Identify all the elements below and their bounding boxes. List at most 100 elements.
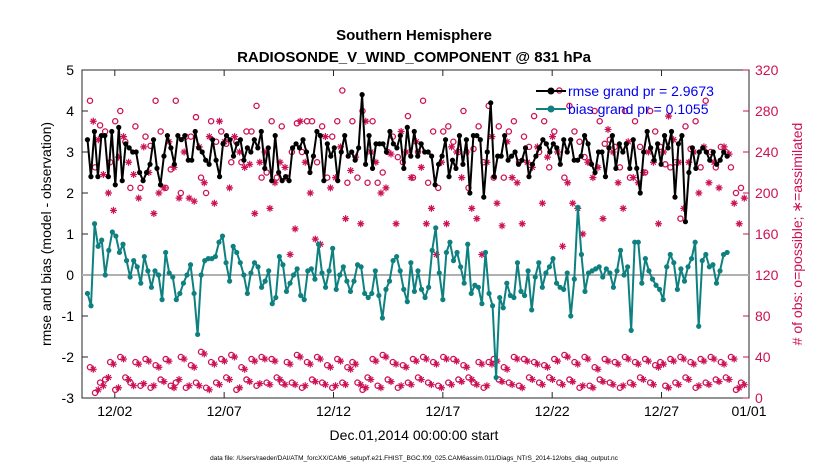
rmse-point [303, 149, 310, 155]
bias-point [237, 260, 243, 266]
bias-point [596, 264, 602, 270]
rmse-point [710, 149, 716, 155]
obs-assimilated-marker [226, 184, 234, 192]
obs-possible-marker [328, 133, 336, 140]
obs-assimilated-low-marker [210, 360, 218, 368]
rmse-point [460, 161, 466, 167]
rmse-point [554, 145, 560, 151]
rmse-point [588, 161, 595, 167]
x-tick-label: 01/01 [731, 403, 766, 419]
bias-point [539, 284, 545, 290]
rmse-point [237, 137, 244, 143]
obs-possible-marker [127, 184, 134, 192]
obs-assimilated-low-marker [488, 360, 496, 368]
bias-point [518, 288, 524, 294]
bias-point [216, 239, 222, 245]
obs-assimilated-low-marker [624, 355, 632, 363]
rmse-point [164, 133, 171, 139]
obs-assimilated-low-marker [725, 376, 733, 384]
rmse-point [442, 137, 449, 143]
obs-assimilated-low-marker [720, 360, 728, 368]
rmse-point [526, 174, 532, 180]
y-tick-label: 5 [66, 62, 74, 78]
obs-assimilated-marker [725, 150, 733, 158]
bias-point [173, 297, 179, 303]
obs-assimilated-low-marker [503, 365, 511, 373]
obs-assimilated-low-marker [271, 357, 279, 365]
obs-assimilated-marker [99, 171, 107, 179]
obs-assimilated-low-marker [180, 355, 188, 363]
obs-assimilated-marker [453, 148, 461, 156]
rmse-point [102, 133, 108, 139]
bias-point [667, 251, 673, 258]
bias-point [536, 260, 542, 266]
rmse-point [349, 149, 355, 155]
rmse-point [641, 149, 647, 155]
obs-assimilated-low-marker [337, 357, 345, 365]
obs-assimilated-marker [357, 220, 365, 228]
bias-point [141, 253, 147, 260]
obs-possible-marker [727, 164, 735, 171]
rmse-point [213, 157, 219, 163]
rmse-point [293, 141, 299, 147]
obs-assimilated-marker [301, 158, 309, 166]
obs-assimilated-low-marker [634, 360, 642, 368]
legend-label-bias: bias grand pr = 0.1055 [568, 101, 709, 117]
obs-assimilated-low-marker [437, 384, 445, 392]
x-axis-label: Dec.01,2014 00:00:00 start [330, 427, 499, 443]
rmse-point [335, 178, 341, 184]
rmse-point [581, 133, 588, 139]
obs-possible-marker [248, 128, 255, 135]
rmse-point [564, 149, 570, 155]
rmse-point [425, 149, 431, 155]
obs-assimilated-low-marker [120, 355, 128, 363]
bias-point [447, 239, 453, 245]
rmse-point [717, 157, 723, 163]
obs-assimilated-low-marker [619, 382, 627, 390]
obs-assimilated-marker [538, 199, 546, 207]
bias-point [95, 243, 101, 249]
obs-assimilated-marker [342, 215, 350, 223]
rmse-point [599, 149, 605, 155]
rmse-point [411, 128, 417, 135]
obs-possible-marker [152, 97, 159, 105]
obs-assimilated-marker [200, 179, 208, 187]
obs-assimilated-low-marker [735, 384, 743, 392]
obs-assimilated-low-marker [215, 381, 223, 389]
obs-assimilated-low-marker [109, 360, 117, 368]
obs-assimilated-low-marker [614, 360, 622, 368]
bias-point [550, 256, 556, 262]
rmse-point [366, 133, 372, 139]
bias-point [678, 266, 684, 272]
rmse-point [533, 153, 539, 159]
rmse-point [627, 165, 633, 171]
bias-point [521, 292, 528, 299]
obs-assimilated-low-marker [594, 365, 602, 373]
rmse-point [505, 157, 511, 163]
obs-assimilated-low-marker [549, 376, 557, 384]
bias-point [617, 247, 624, 253]
rmse-point [331, 145, 337, 151]
obs-assimilated-low-marker [115, 384, 123, 392]
legend-marker-bias [547, 105, 555, 113]
obs-assimilated-low-marker [649, 381, 657, 389]
obs-assimilated-marker [518, 220, 526, 228]
chart-subtitle: RADIOSONDE_V_WIND_COMPONENT @ 831 hPa [237, 49, 592, 66]
bias-point [486, 290, 492, 297]
obs-assimilated-marker [513, 179, 521, 187]
obs-assimilated-marker [508, 174, 516, 182]
y2-tick-label: 280 [755, 103, 779, 119]
bias-point [653, 282, 659, 288]
bias-point [379, 315, 386, 321]
obs-assimilated-marker [644, 148, 652, 156]
bias-point [170, 274, 176, 280]
obs-assimilated-low-marker [740, 381, 748, 389]
obs-possible-marker [228, 158, 235, 166]
bias-point [710, 262, 716, 268]
data-file-footnote: data file: /Users/raeder/DAI/ATM_forcXX/… [210, 455, 619, 462]
y-tick-label: 1 [66, 226, 74, 242]
rmse-point [661, 133, 668, 139]
obs-assimilated-low-marker [498, 378, 506, 386]
rmse-point [418, 141, 424, 147]
bias-point [372, 268, 378, 274]
